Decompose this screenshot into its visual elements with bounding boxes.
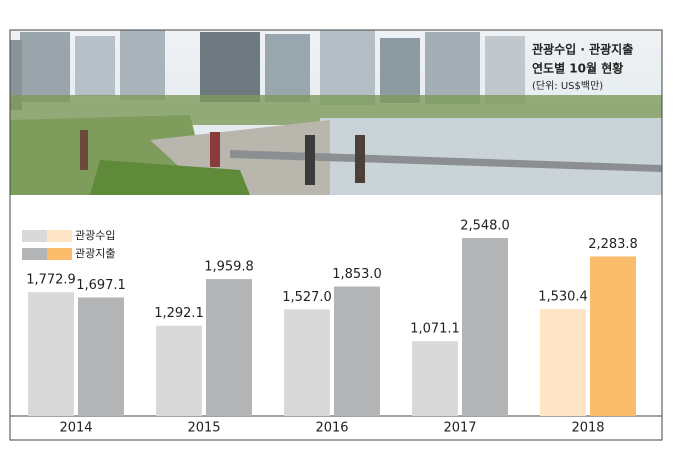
bar <box>412 341 458 416</box>
bar <box>156 325 202 416</box>
value-label: 1,530.4 <box>538 290 588 305</box>
value-label: 2,548.0 <box>460 219 510 234</box>
value-label: 2,283.8 <box>588 237 638 252</box>
legend-swatch <box>47 230 72 242</box>
value-label: 1,527.0 <box>282 290 332 305</box>
x-tick-label: 2017 <box>443 421 476 436</box>
x-tick-label: 2014 <box>59 421 92 436</box>
value-label: 1,772.9 <box>26 273 76 288</box>
value-label: 1,959.8 <box>204 260 254 275</box>
bar <box>462 238 508 416</box>
bar <box>334 286 380 416</box>
x-tick-label: 2015 <box>187 421 220 436</box>
bar <box>284 309 330 416</box>
frame <box>9 29 663 441</box>
legend-label: 관광지출 <box>75 247 115 260</box>
bar <box>540 309 586 416</box>
chart-title: 관광수입 · 관광지출 <box>532 42 633 57</box>
legend-swatch <box>22 248 47 260</box>
value-label: 1,071.1 <box>410 322 460 337</box>
unit-note: (단위: US$백만) <box>532 79 603 92</box>
bar <box>590 256 636 416</box>
value-label: 1,853.0 <box>332 267 382 282</box>
bar <box>28 292 74 416</box>
legend-swatch <box>22 230 47 242</box>
value-label: 1,697.1 <box>76 278 126 293</box>
x-tick-label: 2016 <box>315 421 348 436</box>
bar <box>206 279 252 416</box>
bar <box>78 297 124 416</box>
chart-subtitle: 연도별 10월 현황 <box>532 61 623 76</box>
value-label: 1,292.1 <box>154 306 204 321</box>
legend-swatch <box>47 248 72 260</box>
x-tick-label: 2018 <box>571 421 604 436</box>
photo <box>10 30 662 195</box>
legend-label: 관광수입 <box>75 229 115 242</box>
